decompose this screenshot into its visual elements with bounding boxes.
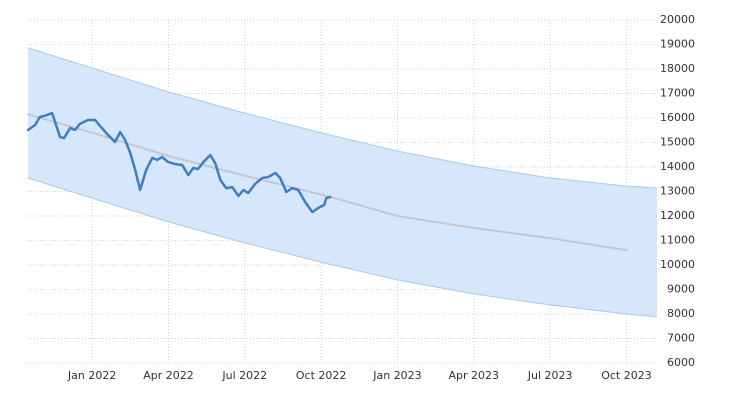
band-upper-edge: [27, 47, 658, 189]
x-tick-label: Jul 2023: [527, 369, 573, 382]
y-tick-label: 11000: [660, 234, 695, 247]
forecast-band: [28, 47, 657, 317]
y-tick-label: 18000: [660, 62, 695, 75]
y-tick-label: 17000: [660, 87, 695, 100]
y-tick-label: 13000: [660, 185, 695, 198]
x-tick-label: Jul 2022: [221, 369, 267, 382]
y-tick-label: 10000: [660, 258, 695, 271]
y-tick-label: 14000: [660, 160, 695, 173]
x-tick-label: Apr 2023: [449, 369, 500, 382]
x-tick-label: Apr 2022: [143, 369, 194, 382]
y-tick-label: 8000: [667, 307, 695, 320]
y-tick-label: 9000: [667, 283, 695, 296]
x-tick-label: Jan 2023: [372, 369, 421, 382]
x-tick-label: Oct 2022: [296, 369, 347, 382]
band-lower-edge: [27, 177, 658, 318]
y-tick-label: 20000: [660, 13, 695, 26]
y-tick-label: 12000: [660, 209, 695, 222]
line-series: [26, 111, 332, 214]
y-tick-label: 19000: [660, 38, 695, 51]
y-tick-label: 6000: [667, 356, 695, 369]
x-tick-label: Jan 2022: [67, 369, 116, 382]
y-tick-label: 7000: [667, 332, 695, 345]
x-tick-label: Oct 2023: [601, 369, 652, 382]
y-tick-label: 16000: [660, 111, 695, 124]
y-tick-label: 15000: [660, 136, 695, 149]
